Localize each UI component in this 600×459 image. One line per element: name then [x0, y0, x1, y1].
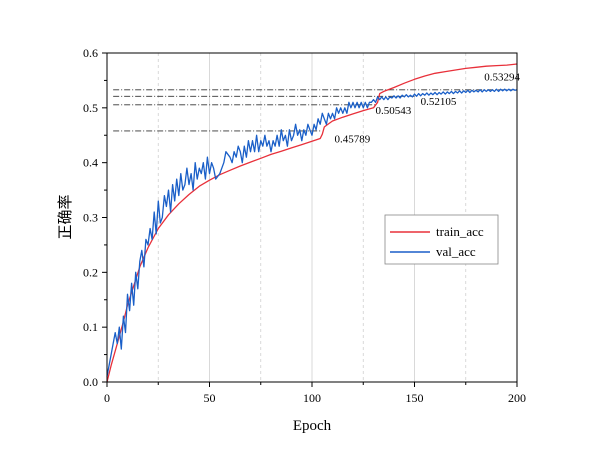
- legend: train_acc val_acc: [384, 214, 499, 265]
- x-tick-label: 150: [406, 391, 424, 405]
- x-axis-ticks: 0 50 100 150 200: [104, 382, 526, 405]
- x-axis-title: Epoch: [293, 418, 332, 434]
- series-line-train_acc: [106, 63, 518, 383]
- series-lines: [106, 63, 518, 383]
- y-tick-label: 0.0: [83, 375, 98, 389]
- legend-box: [384, 214, 499, 265]
- annotation-label: 0.45789: [335, 133, 371, 145]
- annotation-label: 0.53294: [484, 71, 520, 83]
- annotation-label: 0.52105: [421, 96, 457, 108]
- x-tick-label: 0: [104, 391, 110, 405]
- series-line-val_acc: [106, 88, 518, 377]
- annotation-labels: 0.45789 0.50543 0.52105 0.53294: [335, 71, 521, 145]
- legend-label-train: train_acc: [436, 224, 484, 239]
- y-tick-label: 0.4: [83, 156, 98, 170]
- y-tick-label: 0.5: [83, 101, 98, 115]
- y-axis-ticks: 0.0 0.1 0.2 0.3 0.4 0.5 0.6: [83, 46, 107, 389]
- x-tick-label: 100: [303, 391, 321, 405]
- y-tick-label: 0.6: [83, 46, 98, 60]
- y-axis-title: 正确率: [57, 194, 74, 239]
- legend-label-val: val_acc: [436, 244, 476, 259]
- x-tick-label: 200: [508, 391, 526, 405]
- x-tick-label: 50: [204, 391, 216, 405]
- annotation-lines: [113, 89, 517, 132]
- y-tick-label: 0.3: [83, 211, 98, 225]
- annotation-label: 0.50543: [376, 105, 412, 117]
- y-tick-label: 0.2: [83, 265, 98, 279]
- y-tick-label: 0.1: [83, 320, 98, 334]
